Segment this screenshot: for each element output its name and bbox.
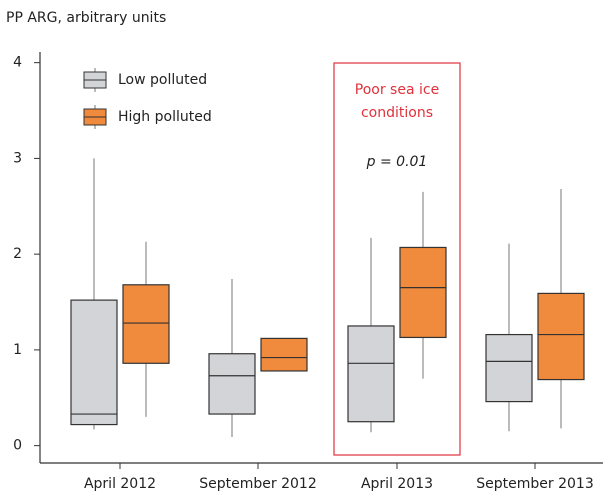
p-value: p = 0.01 [366,154,428,170]
annotation: conditions [361,105,433,121]
y-tick-label: 4 [13,55,22,71]
box [485,333,533,403]
box [208,353,256,415]
x-tick-label: September 2013 [476,476,593,492]
y-tick-label: 3 [13,150,22,166]
highlight-box [333,62,461,456]
box [399,246,447,339]
y-tick-label: 2 [13,246,22,262]
chart-title: PP ARG, arbitrary units [6,10,166,26]
annotation: Poor sea ice [355,82,439,98]
x-tick-label: April 2013 [361,476,433,492]
x-tick-label: September 2012 [199,476,316,492]
y-tick-label: 1 [13,342,22,358]
legend-label: High polluted [118,109,212,125]
x-tick-label: April 2012 [84,476,156,492]
box [260,337,308,372]
box [70,299,118,426]
y-tick-label: 0 [13,438,22,454]
box [347,325,395,423]
box [122,284,170,364]
legend-label: Low polluted [118,72,207,88]
box [537,292,585,381]
